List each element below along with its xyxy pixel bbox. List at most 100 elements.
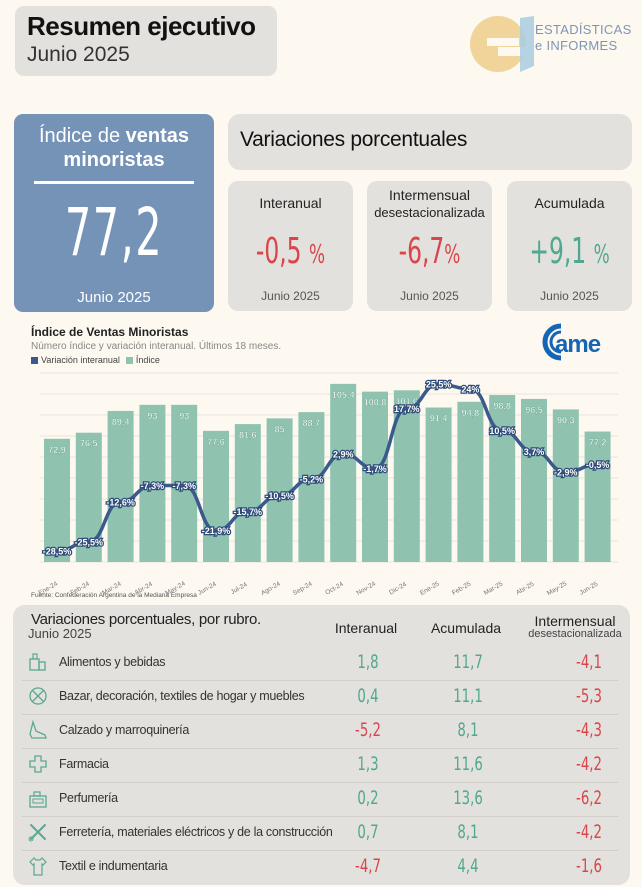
variation-card-acumulada: Acumulada +9,1 % Junio 2025 [507,181,632,311]
pharmacy-cross-icon [29,755,47,773]
variation-card-intermensual: Intermensual desestacionalizada -6,7% Ju… [367,181,492,311]
bar [298,412,325,562]
line-label: 25,5% [426,380,452,390]
variation-value: -6,7% [398,231,461,272]
table-row: Bazar, decoración, textiles de hogar y m… [22,680,618,715]
x-tick-label: Sep-24 [292,580,314,597]
bar [425,407,452,562]
x-tick-label: Jun-24 [197,581,218,597]
line-point [595,462,601,468]
line-point [149,483,155,489]
variation-date: Junio 2025 [540,289,599,303]
line-labels: -28,5%-25,5% -12,6% -7,3% -7,3% -21,9%-15,7%… [42,379,611,558]
x-tick-label: Ene-25 [419,580,441,597]
line-point [340,451,346,457]
x-tick-label: May-25 [546,580,569,597]
x-tick-label: Feb-25 [451,580,473,597]
x-tick-label: Nov-24 [355,580,377,597]
chart-title: Índice de Ventas Minoristas [31,325,189,339]
chart-subtitle: Número índice y variación interanual. Úl… [31,341,282,352]
legend-label: Variación interanual [41,355,120,365]
line-point [436,381,442,387]
variaciones-header-panel [228,114,632,170]
value-acumulada: 4,4 [457,855,479,877]
line-label: -15,7% [234,507,263,517]
line-series [54,381,601,554]
logo-line-1: ESTADÍSTICAS [535,22,632,37]
value-intermensual: -4,1 [576,651,602,673]
value-interanual: -4,7 [355,855,381,877]
bar-label: 94,8 [462,408,480,418]
table-row: Alimentos y bebidas 1,8 11,7 -4,1 [22,646,618,681]
line-point [245,509,251,515]
perfume-icon [29,791,47,808]
value-intermensual: -4,2 [576,753,602,775]
page-title: Resumen ejecutivo [27,11,256,41]
col-header-acumulada: Acumulada [430,620,502,636]
kpi-card: Índice de ventas minoristas 77,2 Junio 2… [14,114,214,312]
rubro-name: Bazar, decoración, textiles de hogar y m… [59,689,305,703]
bar [521,398,547,562]
value-interanual: 1,3 [357,753,379,775]
value-intermensual: -4,3 [576,719,602,741]
bazaar-icon [29,687,47,705]
line-point [467,386,473,392]
variation-label-main: Intermensual [389,187,470,203]
bar [107,410,134,562]
variation-date: Junio 2025 [261,289,320,303]
variation-label: Interanual [259,195,322,211]
bar-labels: 72,9 76,5 89,4 93 93 77,6 81,6 85 88,7 105,4 100,8… [48,390,607,455]
table-row: Textil e indumentaria -4,7 4,4 -1,6 [22,850,618,884]
logo-line-2: e INFORMES [535,38,618,53]
came-logo-icon: ame [542,323,602,361]
value-intermensual: -6,2 [576,787,602,809]
line-point [277,492,283,498]
line-point [308,476,314,482]
line-label: 24% [461,384,479,394]
line-point [213,528,219,534]
line-point [118,499,124,505]
bar-series [44,383,611,562]
bar-label: 81,6 [239,430,257,440]
line-label: -10,5% [265,491,294,501]
bar [489,395,516,562]
bar-label: 91,4 [430,414,448,424]
line-point [404,405,410,411]
line-point [181,483,187,489]
line-label: -25,5% [75,537,104,547]
bar-label: 93 [147,411,157,421]
legend-swatch-bar [125,357,133,365]
variation-value: -0,5 % [255,231,326,272]
page-subtitle: Junio 2025 [27,43,130,66]
table-row: Perfumería 0,2 13,6 -6,2 [22,782,618,817]
value-interanual: 0,7 [357,821,379,843]
bar-label: 101,6 [396,396,419,406]
line-label: 3,7% [524,447,545,457]
line-path [55,382,600,553]
line-point [531,449,537,455]
line-label: 2,9% [333,450,354,460]
bar-label: 90,3 [557,415,575,425]
x-tick-label: Jul-24 [230,581,249,596]
x-tick-label: Jun-25 [578,581,599,597]
bar [457,401,484,562]
x-tick-label: Dic-24 [388,581,408,597]
line-label: -28,5% [43,547,72,557]
variation-value: +9,1 % [529,231,610,272]
rubros-subtitle: Junio 2025 [28,626,92,641]
table-row: Ferretería, materiales eléctricos y de l… [22,816,618,851]
bar [584,431,611,562]
value-acumulada: 8,1 [457,719,479,741]
rubro-name: Alimentos y bebidas [59,655,166,669]
line-label: -7,3% [141,481,165,491]
line-label: -7,3% [172,481,196,491]
x-tick-label: Mar-25 [483,580,505,597]
bar-label: 88,7 [303,418,321,428]
shoe-icon [29,719,47,739]
bar-label: 93 [179,411,189,421]
value-interanual: 1,8 [357,651,379,673]
line-point [499,428,505,434]
value-acumulada: 11,7 [453,651,483,673]
bar [552,409,579,562]
col-header-intermensual-main: Intermensual [534,613,616,629]
